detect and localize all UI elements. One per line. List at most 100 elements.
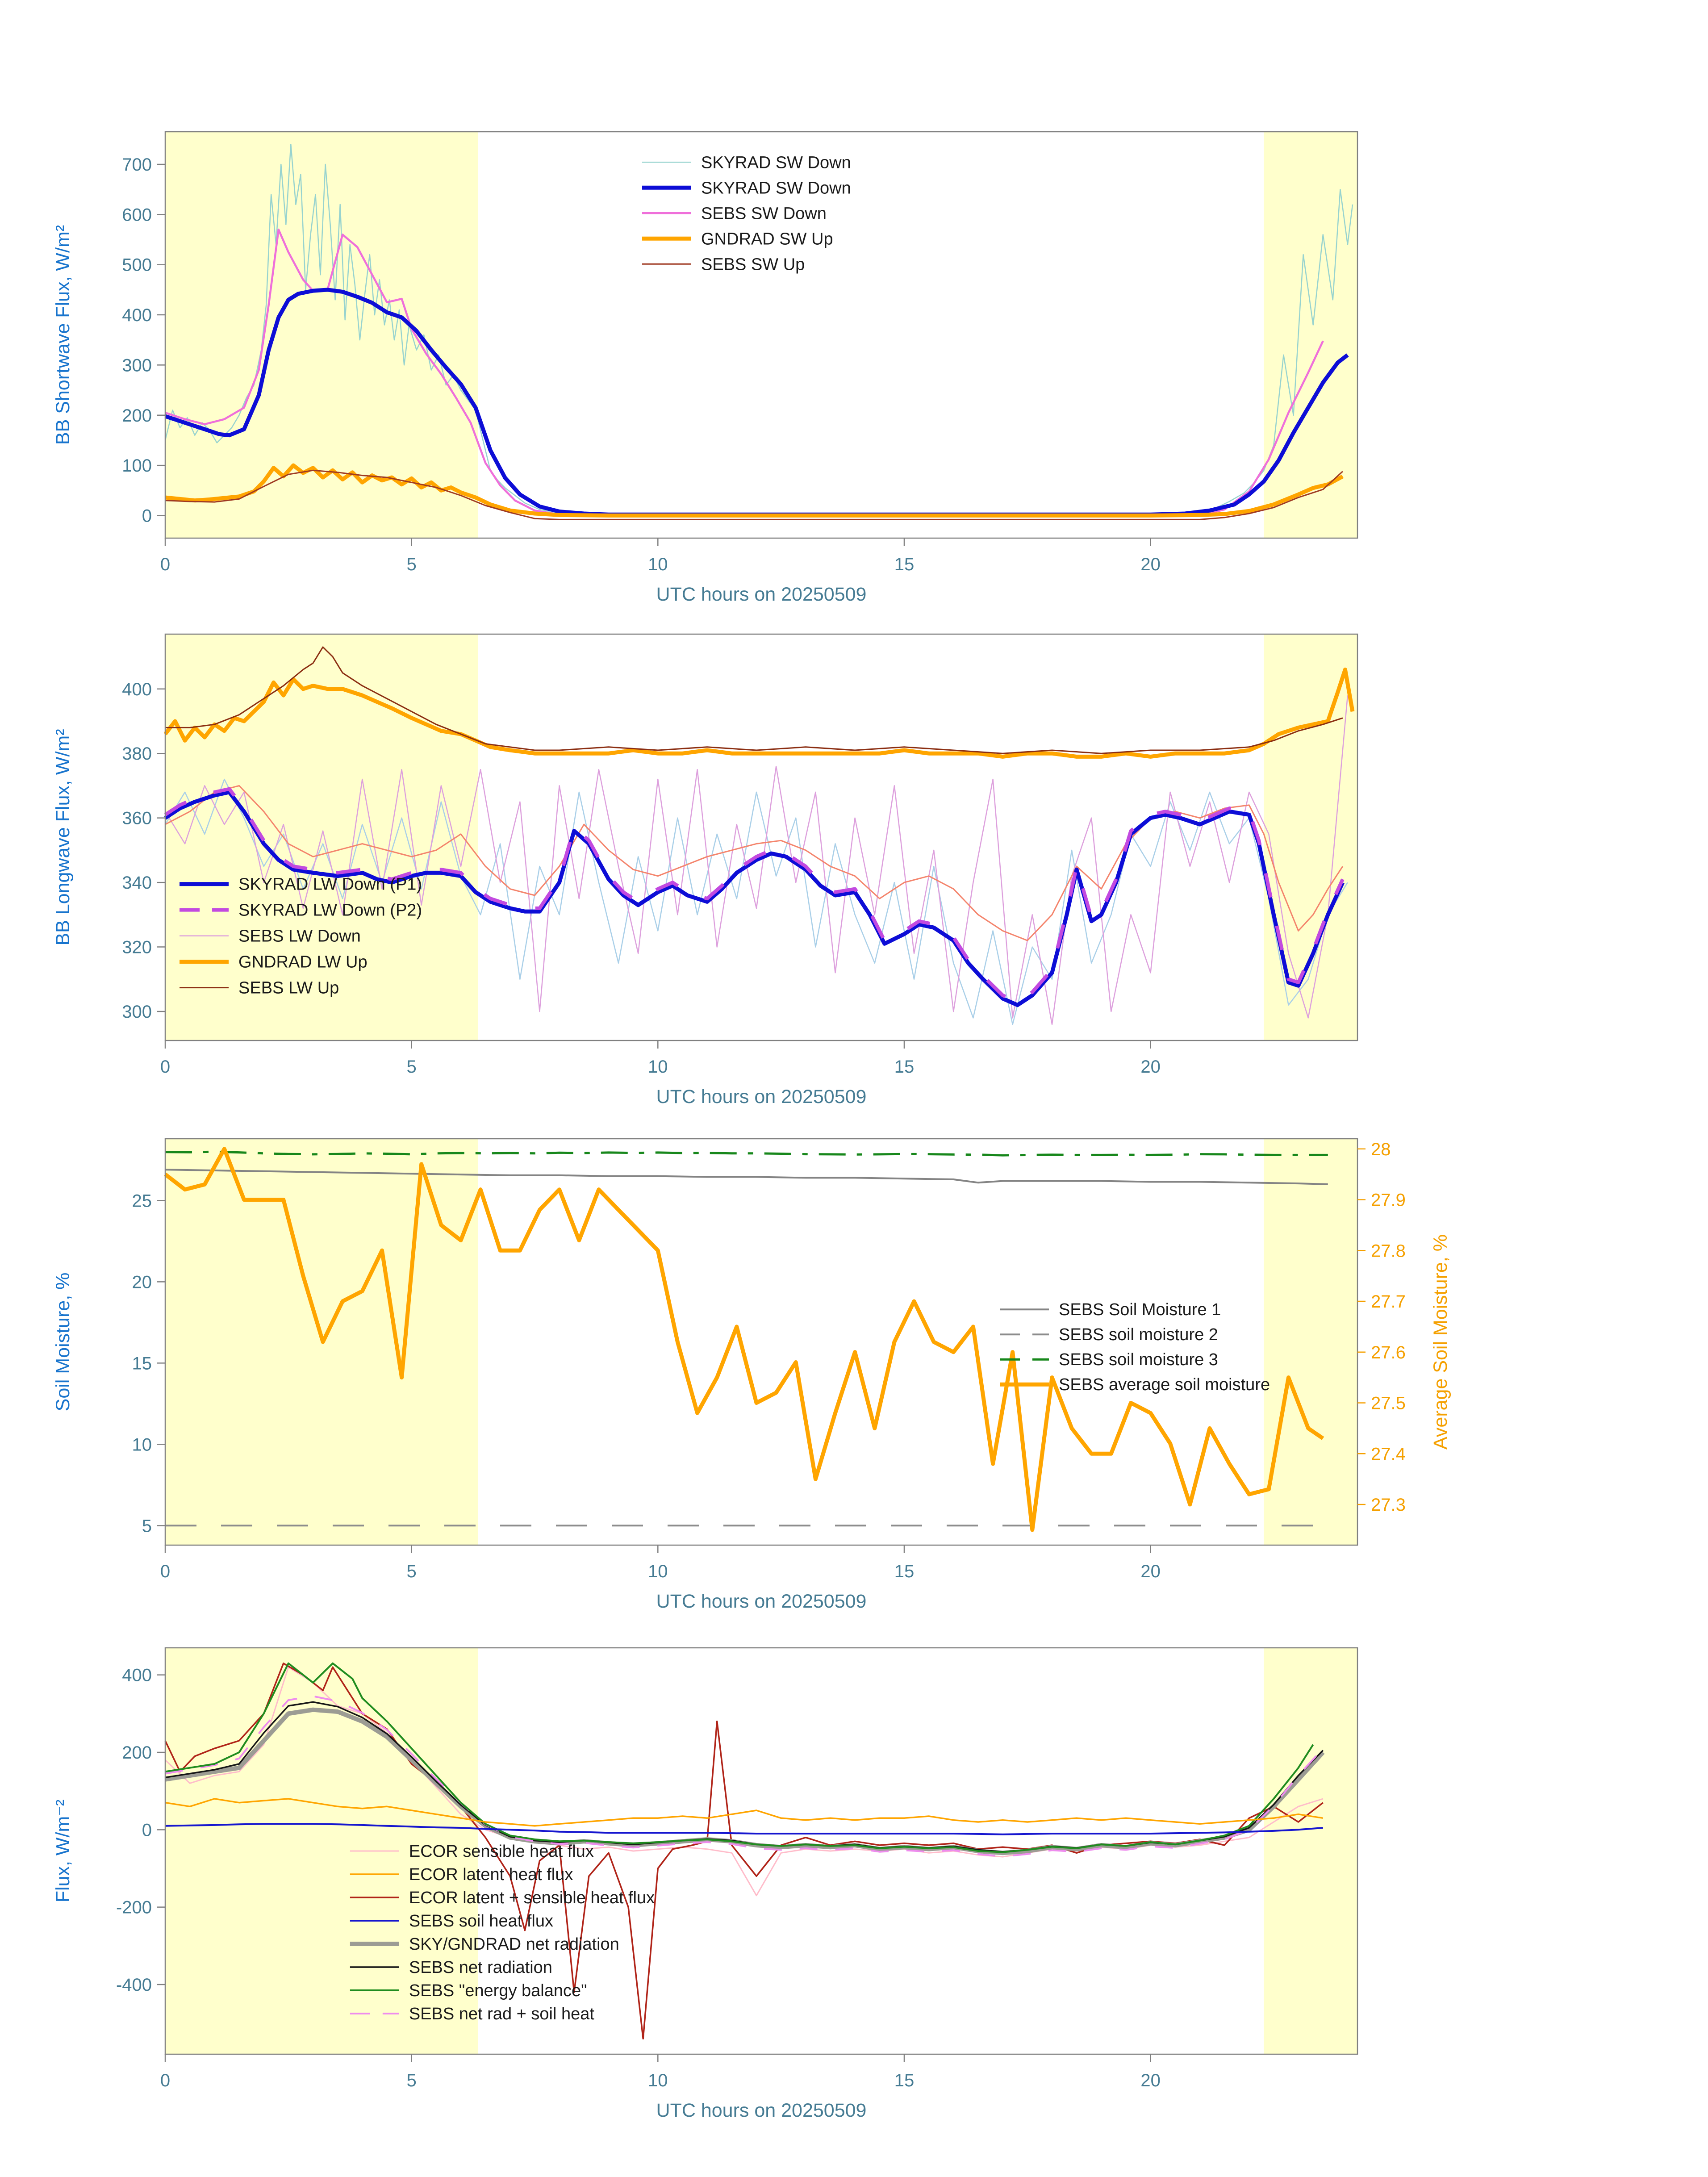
y-tick-label: 600 [122, 205, 152, 225]
legend-label: SEBS net radiation [409, 1958, 552, 1977]
right-y-tick-label: 27.3 [1371, 1495, 1406, 1515]
legend-label: ECOR latent heat flux [409, 1865, 573, 1884]
y-tick-label: 700 [122, 155, 152, 175]
y-tick-label: 25 [132, 1191, 152, 1211]
right-y-axis-label: Average Soil Moisture, % [1430, 1234, 1451, 1450]
legend: SKYRAD LW Down (P1) SKYRAD LW Down (P2) SE… [180, 875, 422, 998]
x-tick-label: 20 [1140, 2071, 1161, 2090]
y-tick-label: -400 [116, 1975, 152, 1995]
y-tick-label: 380 [122, 744, 152, 764]
y-tick-label: 200 [122, 1743, 152, 1763]
x-tick-label: 0 [160, 555, 170, 574]
legend-label: SEBS soil moisture 3 [1059, 1350, 1218, 1369]
y-tick-label: 5 [142, 1516, 152, 1536]
legend-label: SKYRAD LW Down (P1) [238, 875, 422, 894]
x-tick-label: 15 [894, 1057, 915, 1077]
legend-label: ECOR sensible heat flux [409, 1842, 594, 1861]
series-skyrad-lw-down-p1 [164, 790, 1345, 1007]
y-tick-label: 300 [122, 355, 152, 375]
x-tick-label: 5 [407, 555, 417, 574]
legend-label: SEBS LW Up [238, 979, 339, 998]
legend-label: SKYRAD LW Down (P2) [238, 901, 422, 920]
y-tick-label: 400 [122, 305, 152, 325]
x-axis-label: UTC hours on 20250509 [656, 2100, 867, 2121]
series-sebs-soil-heat-flux [165, 1823, 1323, 1835]
legend-label: SEBS net rad + soil heat [409, 2005, 595, 2023]
series-sebs-lw-down-smoothed [165, 785, 1344, 941]
series-sebs-energy-balance [165, 1662, 1314, 1853]
y-tick-label: 500 [122, 255, 152, 275]
x-tick-label: 5 [407, 1057, 417, 1077]
night-shading-band [1264, 634, 1357, 1040]
legend-label: SEBS soil heat flux [409, 1912, 553, 1930]
right-y-tick-label: 27.8 [1371, 1241, 1406, 1261]
legend-label: SEBS SW Up [701, 255, 805, 274]
legend-label: SEBS SW Down [701, 204, 827, 223]
series-ecor-latent-heat-flux [165, 1798, 1324, 1827]
x-tick-label: 10 [648, 555, 668, 574]
x-tick-label: 10 [648, 2071, 668, 2090]
legend-label: SEBS soil moisture 2 [1059, 1325, 1218, 1344]
y-tick-label: 0 [142, 1820, 152, 1840]
night-shading-band [1264, 132, 1357, 538]
y-tick-label: 10 [132, 1435, 152, 1454]
right-y-tick-label: 27.4 [1371, 1444, 1406, 1464]
x-tick-label: 20 [1140, 1057, 1161, 1077]
series-skyrad-lw-down-p1-unsmoothed [164, 778, 1348, 1025]
series-sebs-sw-up [165, 469, 1343, 520]
legend-label: SKYRAD SW Down [701, 179, 851, 197]
y-tick-label: 400 [122, 1666, 152, 1685]
y-tick-label: 360 [122, 809, 152, 828]
right-y-tick-label: 27.7 [1371, 1292, 1406, 1312]
legend-label: SEBS average soil moisture [1059, 1375, 1270, 1394]
legend-label: GNDRAD SW Up [701, 230, 833, 248]
x-tick-label: 20 [1140, 555, 1161, 574]
legend-label: GNDRAD LW Up [238, 953, 367, 972]
x-tick-label: 10 [648, 1562, 668, 1581]
series-gndrad-sw-up [165, 463, 1344, 518]
chart-soil-moisture: 0 5 10 15 20 5 10 15 20 25 27.3 27.4 27.5 27.6 27.7 27.… [52, 1138, 1451, 1612]
y-tick-label: 15 [132, 1354, 152, 1373]
y-tick-label: 100 [122, 456, 152, 476]
right-y-tick-label: 27.9 [1371, 1191, 1406, 1210]
y-tick-label: 400 [122, 680, 152, 699]
night-shading-band [165, 132, 478, 538]
legend-label: SKY/GNDRAD net radiation [409, 1935, 619, 1954]
plot-frame [164, 633, 1358, 1041]
y-axis-label: Soil Moisture, % [52, 1273, 74, 1412]
series-gndrad-lw-up [164, 667, 1355, 759]
night-shading-band [1264, 1648, 1357, 2054]
legend: SEBS Soil Moisture 1 SEBS soil moisture 2… [1000, 1300, 1270, 1394]
chart-flux: 0 5 10 15 20 -400 -200 0 200 400 UTC hours on 2025… [52, 1647, 1358, 2121]
series-skyrad-sw-down [164, 288, 1349, 517]
x-tick-label: 5 [407, 2071, 417, 2090]
x-tick-label: 20 [1140, 1562, 1161, 1581]
y-tick-label: 340 [122, 873, 152, 893]
x-axis-label: UTC hours on 20250509 [656, 1591, 867, 1612]
y-tick-label: 300 [122, 1002, 152, 1022]
series-sebs-soil-moisture-1 [165, 1169, 1328, 1185]
legend-label: ECOR latent + sensible heat flux [409, 1889, 655, 1907]
series-sebs-average-soil-moisture [164, 1147, 1324, 1532]
y-axis-label: BB Longwave Flux, W/m² [52, 729, 74, 945]
legend: ECOR sensible heat flux ECOR latent heat … [350, 1842, 655, 2023]
plot-frame [164, 1138, 1358, 1546]
x-tick-label: 10 [648, 1057, 668, 1077]
legend: SKYRAD SW Down SKYRAD SW Down SEBS SW Down… [642, 153, 851, 274]
x-tick-label: 15 [894, 1562, 915, 1581]
legend-label: SKYRAD SW Down [701, 153, 851, 172]
right-y-tick-label: 28 [1371, 1140, 1391, 1159]
right-y-tick-label: 27.6 [1371, 1343, 1406, 1362]
right-y-tick-label: 27.5 [1371, 1394, 1406, 1413]
x-tick-label: 0 [160, 1562, 170, 1581]
y-tick-label: 200 [122, 406, 152, 426]
y-tick-label: 0 [142, 506, 152, 526]
y-axis-label: BB Shortwave Flux, W/m² [52, 225, 74, 445]
y-tick-label: 320 [122, 938, 152, 957]
series-sebs-soil-moisture-3 [165, 1150, 1328, 1157]
plot-frame [164, 1647, 1358, 2055]
x-tick-label: 15 [894, 555, 915, 574]
